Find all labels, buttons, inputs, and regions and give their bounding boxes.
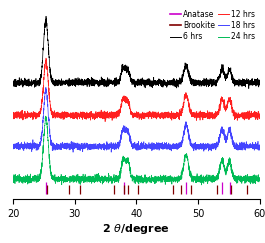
Legend: Anatase, Brookite, 6 hrs, 12 hrs, 18 hrs, 24 hrs: Anatase, Brookite, 6 hrs, 12 hrs, 18 hrs…	[167, 7, 258, 44]
X-axis label: $\mathbf{2}$ $\theta$$\mathbf{/ degree}$: $\mathbf{2}$ $\theta$$\mathbf{/ degree}$	[103, 222, 170, 236]
